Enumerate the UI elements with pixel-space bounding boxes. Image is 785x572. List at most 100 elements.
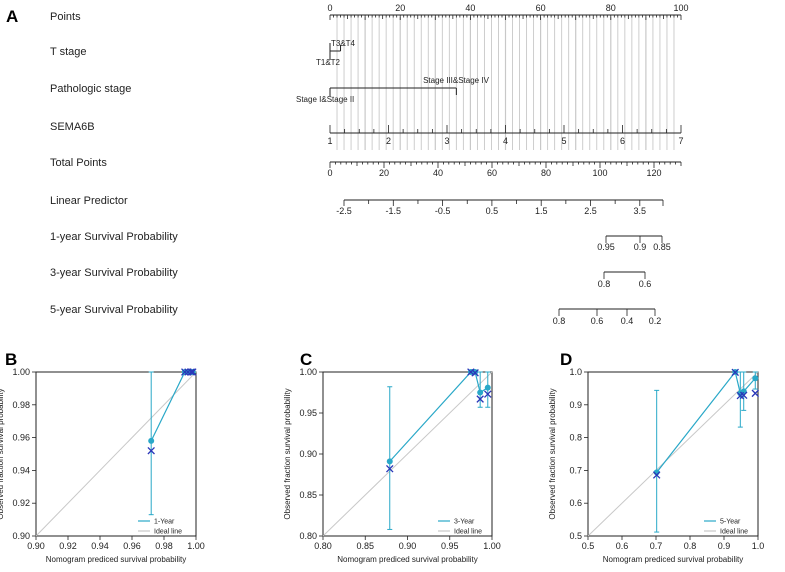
corrected-marker — [731, 368, 739, 377]
calibration-plot-5-year: 0.5 0.6 0.7 0.8 0.9 1.0 0.5 0.6 0.7 0.8 0.9 1.0 Nomo… — [548, 367, 764, 564]
row-label: Linear Predictor — [50, 195, 128, 207]
observed-point — [484, 384, 491, 391]
legend-label-ideal: Ideal line — [154, 529, 182, 536]
corrected-marker — [147, 446, 155, 455]
linear-predictor-tick-label: 1.5 — [535, 206, 548, 216]
y-tick-label: 1.00 — [299, 367, 317, 377]
calibration-plot-3-year: 0.80 0.85 0.90 0.95 1.00 0.80 0.85 0.90 0.95 1.00… — [283, 367, 501, 564]
path-stage-i-ii-label: Stage I&Stage II — [296, 95, 354, 104]
corrected-marker — [739, 391, 748, 400]
row-label: 3-year Survival Probability — [50, 267, 178, 279]
corrected-marker — [471, 369, 479, 377]
surv-3y-tick-label: 0.6 — [639, 279, 652, 289]
surv-5y-tick-label: 0.4 — [621, 316, 634, 326]
corrected-marker — [181, 368, 189, 376]
sema6b-tick-label: 5 — [561, 136, 566, 146]
row-label: 5-year Survival Probability — [50, 304, 178, 316]
y-tick-label: 0.7 — [569, 465, 582, 475]
row-label: Total Points — [50, 157, 107, 169]
legend-label-curve: 5-Year — [720, 519, 741, 526]
ideal-line — [322, 371, 493, 537]
linear-predictor-tick-label: 2.5 — [584, 206, 597, 216]
x-tick-label: 0.96 — [123, 541, 141, 551]
x-tick-label: 0.9 — [718, 541, 731, 551]
surv-5y-tick-label: 0.8 — [553, 316, 566, 326]
legend-label-ideal: Ideal line — [720, 529, 748, 536]
corrected-marker — [484, 390, 492, 398]
panel-letter-b: B — [5, 350, 17, 369]
points-tick-label: 0 — [327, 3, 332, 13]
sema6b-tick-label: 4 — [503, 136, 508, 146]
y-tick-label: 0.8 — [569, 433, 582, 443]
linear-predictor-tick-label: 0.5 — [486, 206, 499, 216]
y-tick-label: 0.9 — [569, 400, 582, 410]
panel-letter-a: A — [6, 7, 18, 26]
linear-predictor-tick-label: -0.5 — [435, 206, 451, 216]
x-tick-label: 0.6 — [616, 541, 629, 551]
y-axis-title: Observed fraction survival probability — [548, 388, 557, 519]
corrected-marker — [751, 389, 760, 398]
sema6b-tick-label: 1 — [327, 136, 332, 146]
sema6b-tick-label: 3 — [444, 136, 449, 146]
row-label: Pathologic stage — [50, 83, 131, 95]
y-tick-label: 0.96 — [12, 433, 30, 443]
total-points-tick-label: 100 — [592, 168, 607, 178]
corrected-marker — [476, 395, 484, 403]
x-tick-label: 1.0 — [752, 541, 765, 551]
total-points-tick-label: 20 — [379, 168, 389, 178]
sema6b-tick-label: 6 — [620, 136, 625, 146]
surv-3y-tick-label: 0.8 — [598, 279, 611, 289]
ideal-line — [587, 371, 759, 537]
linear-predictor-tick-label: -2.5 — [336, 206, 352, 216]
plot-frame — [587, 371, 759, 537]
y-tick-label: 0.6 — [569, 498, 582, 508]
y-tick-label: 0.5 — [569, 531, 582, 541]
y-tick-label: 1.00 — [12, 367, 30, 377]
total-points-tick-label: 80 — [541, 168, 551, 178]
x-tick-label: 0.5 — [582, 541, 595, 551]
legend-label-ideal: Ideal line — [454, 529, 482, 536]
observed-point — [752, 375, 759, 382]
points-tick-label: 40 — [465, 3, 475, 13]
observed-point — [477, 389, 484, 396]
x-tick-label: 0.95 — [441, 541, 459, 551]
observed-point — [148, 437, 155, 444]
x-axis-title: Nomogram prediced survival probability — [337, 555, 478, 564]
row-label: 1-year Survival Probability — [50, 231, 178, 243]
legend-label-curve: 3-Year — [454, 519, 475, 526]
x-tick-label: 0.98 — [155, 541, 173, 551]
path-stage-iii-iv-label: Stage III&Stage IV — [423, 76, 489, 85]
total-points-tick-label: 0 — [327, 168, 332, 178]
y-tick-label: 0.85 — [299, 490, 317, 500]
calibration-curve — [389, 371, 489, 462]
linear-predictor-tick-label: 3.5 — [634, 206, 647, 216]
t-stage-t1t2-label: T1&T2 — [316, 58, 341, 67]
x-tick-label: 0.7 — [650, 541, 663, 551]
observed-point — [386, 458, 393, 465]
x-tick-label: 0.92 — [59, 541, 77, 551]
points-tick-label: 80 — [606, 3, 616, 13]
row-label: Points — [50, 11, 81, 23]
linear-predictor-tick-label: -1.5 — [386, 206, 402, 216]
x-tick-label: 0.8 — [684, 541, 697, 551]
surv-1y-tick-label: 0.85 — [653, 242, 671, 252]
corrected-marker — [189, 368, 197, 376]
y-tick-label: 0.92 — [12, 498, 30, 508]
plot-frame — [35, 371, 197, 537]
x-tick-label: 0.94 — [91, 541, 109, 551]
x-axis-title: Nomogram prediced survival probability — [46, 555, 187, 564]
panel-letter-c: C — [300, 350, 312, 369]
nomogram: Points T stage Pathologic stage SEMA6B Total… — [50, 3, 689, 326]
row-label: SEMA6B — [50, 121, 95, 133]
corrected-marker — [467, 368, 475, 376]
y-tick-label: 1.0 — [569, 367, 582, 377]
points-tick-label: 60 — [536, 3, 546, 13]
corrected-marker — [652, 471, 661, 479]
x-tick-label: 0.90 — [27, 541, 45, 551]
x-tick-label: 0.85 — [356, 541, 374, 551]
legend-label-curve: 1-Year — [154, 519, 175, 526]
x-tick-label: 1.00 — [187, 541, 205, 551]
row-label: T stage — [50, 46, 87, 58]
y-tick-label: 0.94 — [12, 465, 30, 475]
